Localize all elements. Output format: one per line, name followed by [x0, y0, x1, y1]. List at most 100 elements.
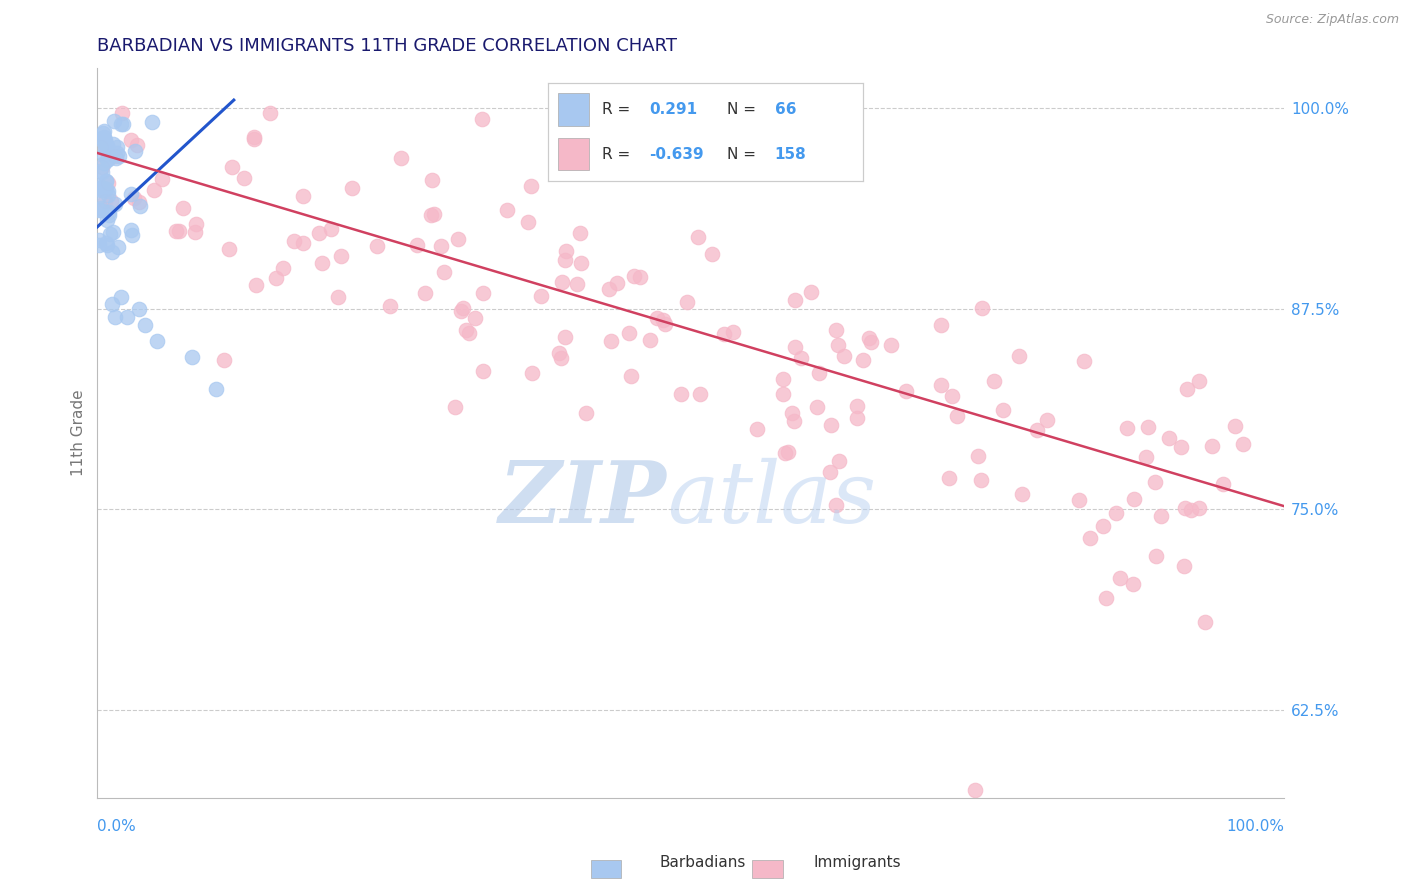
Point — [172, 201, 194, 215]
Point — [472, 285, 495, 300]
Point — [115, 310, 138, 324]
Point — [291, 235, 314, 250]
Point — [1188, 500, 1211, 515]
Point — [1122, 577, 1144, 591]
Point — [555, 244, 578, 259]
Point — [232, 171, 254, 186]
Point — [640, 333, 662, 347]
Point — [264, 271, 287, 285]
Point — [551, 275, 574, 289]
Point — [723, 325, 745, 339]
Point — [105, 140, 128, 154]
Point — [1212, 477, 1234, 491]
Point — [1225, 419, 1247, 434]
Point — [451, 301, 474, 315]
Point — [90, 140, 112, 154]
Point — [100, 227, 122, 241]
Point — [90, 203, 112, 218]
Point — [87, 203, 110, 218]
Point — [522, 366, 544, 380]
Point — [420, 208, 443, 222]
Text: Immigrants: Immigrants — [814, 855, 901, 870]
Point — [101, 136, 124, 151]
Point — [825, 323, 848, 337]
Point — [458, 326, 481, 341]
Point — [308, 227, 330, 241]
Point — [366, 239, 388, 253]
Point — [617, 326, 640, 340]
Point — [89, 163, 111, 178]
Point — [93, 136, 115, 151]
Point — [110, 117, 132, 131]
Point — [243, 132, 266, 146]
Point — [1175, 382, 1198, 396]
Point — [652, 312, 675, 326]
Point — [858, 331, 880, 345]
Point — [993, 403, 1015, 417]
Point — [145, 334, 167, 348]
Point — [329, 249, 352, 263]
Point — [675, 294, 697, 309]
Point — [91, 126, 114, 140]
Point — [94, 182, 117, 196]
Point — [599, 334, 621, 348]
Point — [112, 117, 135, 131]
Point — [100, 194, 122, 209]
Point — [1116, 420, 1139, 434]
Point — [96, 174, 118, 188]
Point — [941, 388, 963, 402]
Point — [575, 406, 598, 420]
Point — [150, 172, 173, 186]
Point — [1174, 501, 1197, 516]
Point — [96, 153, 118, 168]
Point — [443, 400, 465, 414]
Point — [1232, 437, 1254, 451]
Point — [311, 256, 333, 270]
Point — [1157, 431, 1180, 445]
Point — [702, 247, 724, 261]
Point — [107, 240, 129, 254]
Point — [783, 293, 806, 307]
Point — [97, 185, 120, 199]
Point — [181, 350, 204, 364]
Point — [97, 176, 120, 190]
Point — [221, 161, 243, 175]
Point — [931, 318, 953, 332]
Point — [1091, 519, 1114, 533]
Y-axis label: 11th Grade: 11th Grade — [72, 390, 86, 476]
Point — [598, 282, 620, 296]
Point — [966, 449, 988, 463]
Point — [454, 323, 477, 337]
Point — [422, 207, 444, 221]
Point — [654, 317, 676, 331]
Point — [1067, 493, 1090, 508]
Point — [567, 277, 589, 292]
Point — [141, 115, 163, 129]
Point — [143, 182, 166, 196]
Point — [121, 223, 143, 237]
Point — [1137, 420, 1160, 434]
Point — [745, 422, 768, 436]
Point — [87, 179, 110, 194]
Point — [689, 386, 711, 401]
Point — [90, 164, 112, 178]
Point — [273, 260, 295, 275]
Point — [104, 310, 127, 324]
Point — [832, 349, 855, 363]
Point — [1144, 549, 1167, 563]
Point — [319, 222, 342, 236]
Point — [1109, 571, 1132, 585]
Point — [184, 225, 207, 239]
Point — [96, 238, 118, 252]
Point — [433, 265, 456, 279]
Point — [291, 189, 314, 203]
Point — [120, 133, 142, 147]
Point — [104, 151, 127, 165]
Point — [87, 238, 110, 252]
Point — [110, 290, 132, 304]
Point — [205, 382, 228, 396]
Point — [645, 310, 668, 325]
Point — [214, 353, 236, 368]
Point — [420, 173, 443, 187]
Point — [283, 234, 305, 248]
